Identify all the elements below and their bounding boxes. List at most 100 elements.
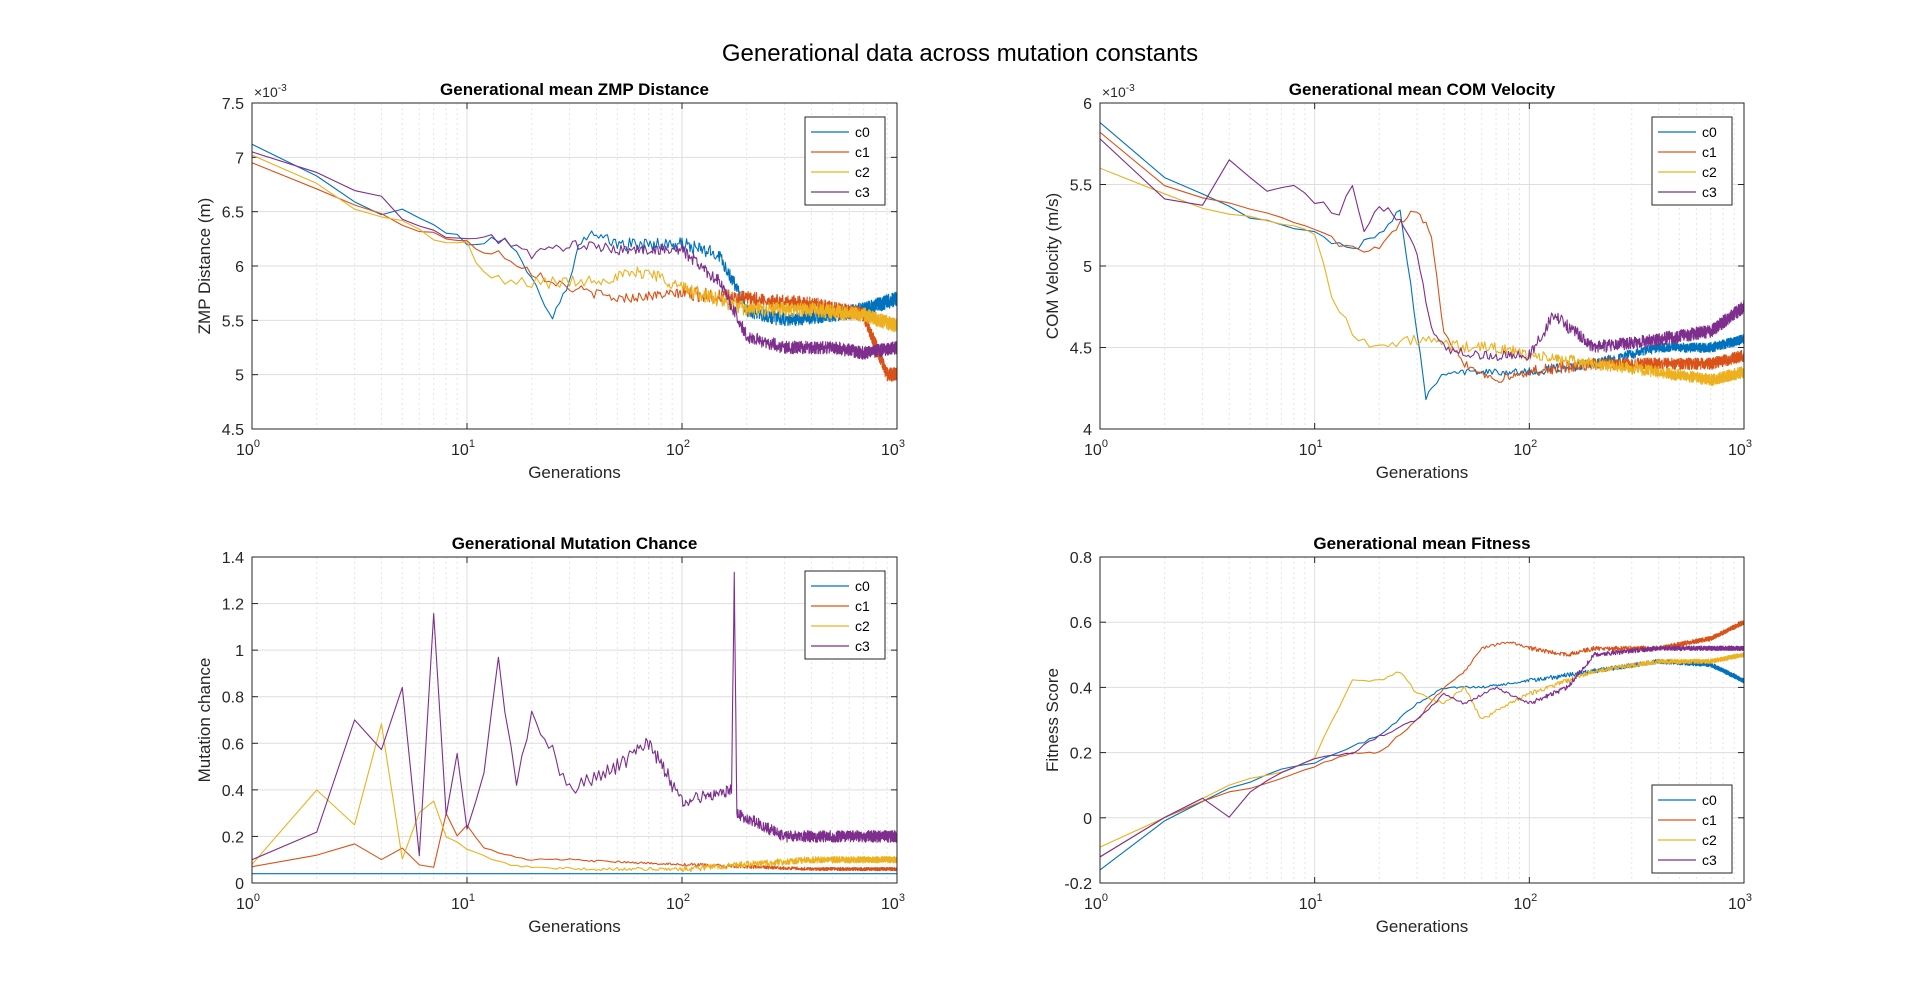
- y-axis-label: ZMP Distance (m): [195, 198, 214, 335]
- legend: c0 c1 c2 c3: [804, 570, 886, 660]
- legend-label-c3: c3: [855, 638, 870, 654]
- y-tick-label: 0.8: [1070, 550, 1092, 567]
- figure-title: Generational data across mutation consta…: [722, 40, 1198, 67]
- x-tick-label: 103: [1728, 892, 1752, 913]
- legend-label-c0: c0: [1702, 124, 1717, 140]
- y-tick-label: 0.4: [222, 783, 244, 800]
- grid: [1100, 557, 1744, 883]
- subplot-title: Generational mean COM Velocity: [1289, 80, 1556, 99]
- grid: [252, 557, 897, 883]
- subplot-title: Generational mean Fitness: [1313, 534, 1530, 553]
- series-line-c3: [252, 151, 897, 360]
- subplot-2: 4 4.5 5 5.5 6 100 101 102 103 ×10-3 Generational m…: [1043, 80, 1752, 482]
- legend-label-c2: c2: [1702, 832, 1717, 848]
- y-tick-label: 0.2: [222, 829, 244, 846]
- x-tick-label: 102: [1513, 438, 1537, 459]
- series-lines: [252, 571, 897, 875]
- legend-label-c0: c0: [855, 124, 870, 140]
- grid: [252, 103, 897, 429]
- y-tick-label: 6: [1083, 96, 1092, 113]
- y-tick-label: 5.5: [1070, 178, 1092, 195]
- y-tick-label: 7: [235, 150, 244, 167]
- legend-label-c1: c1: [855, 144, 870, 160]
- y-multiplier-label: ×10-3: [254, 83, 287, 100]
- series-lines: [1100, 620, 1744, 871]
- legend-label-c1: c1: [1702, 812, 1717, 828]
- series-lines: [1100, 122, 1744, 401]
- y-tick-label: 1.2: [222, 597, 244, 614]
- legend-label-c3: c3: [1702, 184, 1717, 200]
- y-tick-label: 0: [1083, 811, 1092, 828]
- legend-label-c0: c0: [855, 578, 870, 594]
- legend-label-c1: c1: [855, 598, 870, 614]
- x-tick-label: 101: [451, 892, 475, 913]
- y-tick-label: 0.2: [1070, 746, 1092, 763]
- series-lines: [252, 143, 897, 383]
- legend: c0 c1 c2 c3: [1651, 784, 1733, 874]
- y-tick-label: -0.2: [1064, 876, 1092, 893]
- axes-background: [1100, 557, 1744, 883]
- y-tick-label: 1.4: [222, 550, 244, 567]
- axes-border: [251, 102, 898, 430]
- x-tick-label: 102: [1513, 892, 1537, 913]
- legend-label-c3: c3: [855, 184, 870, 200]
- series-line-c2: [1100, 167, 1744, 387]
- y-tick-label: 5: [235, 368, 244, 385]
- subplot-1: 4.5 5 5.5 6 6.5 7 7.5 100 101 102 103 ×10-3 Generati…: [195, 80, 905, 482]
- y-tick-label: 5: [1083, 259, 1092, 276]
- subplot-4: -0.2 0 0.2 0.4 0.6 0.8 100 101 102 103 Generationa…: [1043, 534, 1752, 936]
- subplot-3: 0 0.2 0.4 0.6 0.8 1 1.2 1.4 100 101 102 103 Generati…: [195, 534, 905, 936]
- y-tick-label: 4.5: [1070, 341, 1092, 358]
- x-tick-label: 103: [881, 438, 905, 459]
- x-axis-label: Generations: [528, 463, 621, 482]
- y-tick-label: 0: [235, 876, 244, 893]
- y-axis-label: COM Velocity (m/s): [1043, 193, 1062, 339]
- legend-label-c2: c2: [855, 164, 870, 180]
- series-line-c3: [252, 571, 897, 861]
- series-line-c3: [1100, 645, 1744, 858]
- y-tick-label: 6: [235, 259, 244, 276]
- legend-label-c0: c0: [1702, 792, 1717, 808]
- x-tick-label: 100: [236, 438, 260, 459]
- legend: c0 c1 c2 c3: [1651, 116, 1733, 206]
- x-tick-label: 102: [666, 892, 690, 913]
- x-tick-label: 100: [1084, 438, 1108, 459]
- y-tick-label: 0.4: [1070, 680, 1092, 697]
- series-line-c2: [252, 723, 897, 873]
- y-axis-label: Mutation chance: [195, 658, 214, 783]
- x-tick-label: 103: [1728, 438, 1752, 459]
- subplot-title: Generational Mutation Chance: [452, 534, 698, 553]
- x-tick-label: 100: [1084, 892, 1108, 913]
- y-tick-label: 0.6: [1070, 615, 1092, 632]
- series-line-c1: [1100, 131, 1744, 383]
- x-tick-label: 101: [1299, 438, 1323, 459]
- x-tick-label: 103: [881, 892, 905, 913]
- legend-label-c1: c1: [1702, 144, 1717, 160]
- axes-border: [1099, 556, 1745, 884]
- y-multiplier-label: ×10-3: [1102, 83, 1135, 100]
- legend-label-c3: c3: [1702, 852, 1717, 868]
- x-axis-label: Generations: [1376, 463, 1469, 482]
- x-tick-label: 101: [451, 438, 475, 459]
- axes-border: [251, 556, 898, 884]
- x-tick-label: 101: [1299, 892, 1323, 913]
- series-line-c3: [1100, 138, 1744, 361]
- y-tick-label: 1: [235, 643, 244, 660]
- legend-label-c2: c2: [855, 618, 870, 634]
- y-tick-label: 6.5: [222, 205, 244, 222]
- axes-background: [252, 557, 897, 883]
- legend: c0 c1 c2 c3: [804, 116, 886, 206]
- x-tick-label: 100: [236, 892, 260, 913]
- y-tick-label: 0.6: [222, 736, 244, 753]
- x-axis-label: Generations: [1376, 917, 1469, 936]
- y-tick-label: 7.5: [222, 96, 244, 113]
- y-tick-label: 5.5: [222, 313, 244, 330]
- y-tick-label: 0.8: [222, 690, 244, 707]
- x-axis-label: Generations: [528, 917, 621, 936]
- subplot-title: Generational mean ZMP Distance: [440, 80, 709, 99]
- axes-border: [1099, 102, 1745, 430]
- x-tick-label: 102: [666, 438, 690, 459]
- y-tick-label: 4.5: [222, 422, 244, 439]
